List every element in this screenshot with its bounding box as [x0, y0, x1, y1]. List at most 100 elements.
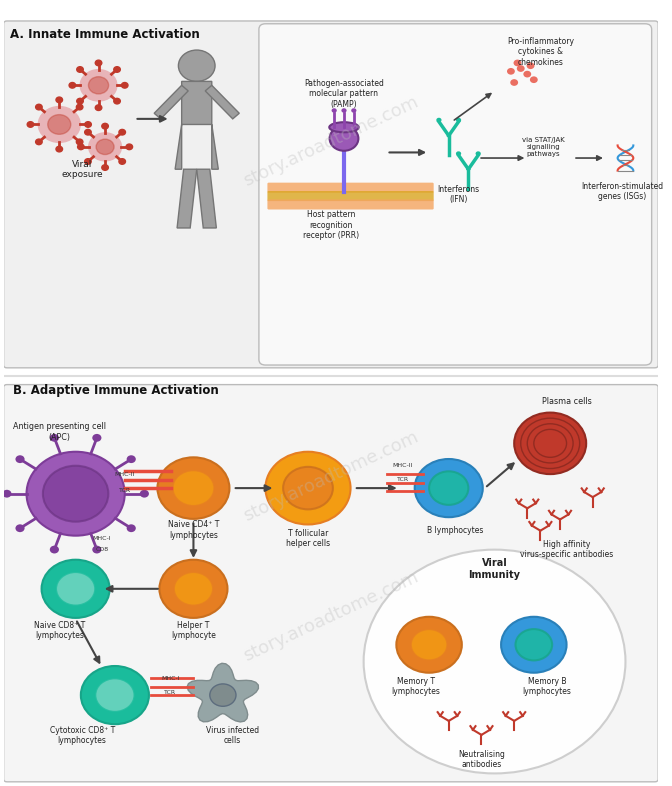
Circle shape [126, 524, 136, 532]
Text: Naive CD8⁺ T
lymphocytes: Naive CD8⁺ T lymphocytes [34, 621, 85, 641]
Circle shape [85, 122, 91, 127]
Circle shape [364, 549, 626, 773]
Circle shape [174, 572, 213, 605]
Circle shape [329, 126, 358, 151]
Circle shape [50, 434, 59, 442]
Ellipse shape [329, 123, 359, 132]
Circle shape [56, 146, 62, 152]
Circle shape [43, 466, 108, 522]
Text: Interferons
(IFN): Interferons (IFN) [437, 185, 480, 204]
Circle shape [77, 98, 83, 104]
Circle shape [514, 413, 586, 474]
Text: Host pattern
recognition
receptor (PRR): Host pattern recognition receptor (PRR) [303, 211, 359, 240]
Text: Naive CD4⁺ T
lymphocytes: Naive CD4⁺ T lymphocytes [168, 520, 219, 540]
Text: via STAT/JAK
signalling
pathways: via STAT/JAK signalling pathways [522, 137, 565, 157]
Text: Pro-inflammatory
cytokines &
chemokines: Pro-inflammatory cytokines & chemokines [507, 37, 574, 67]
Circle shape [411, 629, 448, 660]
Text: B. Adaptive Immune Activation: B. Adaptive Immune Activation [13, 384, 219, 397]
Circle shape [26, 452, 125, 535]
Text: Memory T
lymphocytes: Memory T lymphocytes [392, 677, 440, 696]
Polygon shape [197, 169, 216, 228]
Circle shape [36, 139, 42, 145]
Circle shape [476, 152, 480, 156]
Text: Viral
Immunity: Viral Immunity [468, 558, 521, 580]
Circle shape [265, 452, 351, 524]
Circle shape [331, 108, 337, 112]
PathPatch shape [187, 663, 259, 722]
Text: TCR: TCR [119, 488, 131, 494]
FancyBboxPatch shape [267, 182, 433, 193]
Circle shape [92, 545, 101, 553]
Text: MHC-I: MHC-I [93, 536, 111, 541]
Circle shape [77, 144, 84, 149]
Text: TCR: TCR [397, 477, 409, 483]
Text: Antigen presenting cell
(APC): Antigen presenting cell (APC) [13, 422, 106, 442]
Circle shape [56, 97, 62, 103]
Text: story.aroadtome.com: story.aroadtome.com [241, 428, 421, 526]
Circle shape [122, 83, 128, 88]
Circle shape [95, 61, 101, 66]
Circle shape [85, 159, 91, 164]
FancyBboxPatch shape [267, 191, 433, 201]
Circle shape [515, 629, 552, 660]
Circle shape [456, 118, 461, 123]
Text: CD8: CD8 [95, 547, 108, 552]
Circle shape [119, 130, 126, 135]
Circle shape [15, 455, 25, 463]
Circle shape [95, 105, 101, 111]
Circle shape [56, 572, 95, 605]
Circle shape [81, 666, 149, 724]
Circle shape [92, 434, 101, 442]
Circle shape [415, 459, 482, 517]
FancyBboxPatch shape [3, 384, 658, 782]
Text: MHC-II: MHC-II [114, 472, 135, 476]
Circle shape [77, 105, 83, 110]
Circle shape [48, 115, 71, 134]
Circle shape [89, 77, 109, 94]
Circle shape [126, 455, 136, 463]
Circle shape [85, 130, 91, 135]
FancyBboxPatch shape [3, 21, 658, 368]
Circle shape [513, 60, 521, 66]
Circle shape [507, 68, 515, 75]
Circle shape [517, 65, 525, 72]
Circle shape [501, 617, 566, 673]
Circle shape [159, 560, 228, 618]
Text: High affinity
virus-specific antibodies: High affinity virus-specific antibodies [520, 540, 613, 560]
Text: story.aroadtome.com: story.aroadtome.com [241, 93, 421, 189]
Circle shape [95, 678, 134, 712]
Text: Helper T
lymphocyte: Helper T lymphocyte [171, 621, 216, 641]
Polygon shape [154, 86, 188, 119]
Circle shape [96, 139, 114, 155]
Circle shape [42, 560, 110, 618]
Circle shape [80, 70, 117, 101]
Text: Virus infected
cells: Virus infected cells [206, 725, 259, 745]
Circle shape [36, 105, 42, 110]
Circle shape [77, 67, 83, 72]
Text: Cytotoxic CD8⁺ T
lymphocytes: Cytotoxic CD8⁺ T lymphocytes [50, 725, 115, 745]
Circle shape [351, 108, 356, 112]
Polygon shape [177, 169, 197, 228]
Circle shape [429, 472, 468, 505]
Circle shape [140, 490, 149, 498]
Circle shape [27, 122, 34, 127]
Text: Neutralising
antibodies: Neutralising antibodies [458, 750, 505, 769]
Text: A. Innate Immune Activation: A. Innate Immune Activation [10, 28, 200, 42]
Text: Plasma cells: Plasma cells [542, 397, 591, 406]
Circle shape [173, 470, 214, 506]
Text: TCR: TCR [165, 690, 177, 695]
Text: story.aroadtome.com: story.aroadtome.com [241, 568, 421, 665]
Circle shape [101, 123, 108, 129]
Circle shape [119, 159, 126, 164]
Circle shape [396, 617, 462, 673]
Circle shape [527, 62, 534, 69]
Circle shape [101, 165, 108, 171]
Circle shape [456, 152, 461, 156]
Text: B lymphocytes: B lymphocytes [427, 526, 483, 534]
Text: Interferon-stimulated
genes (ISGs): Interferon-stimulated genes (ISGs) [581, 182, 663, 201]
FancyBboxPatch shape [259, 24, 652, 365]
Circle shape [114, 98, 120, 104]
Circle shape [283, 467, 333, 509]
Circle shape [523, 71, 531, 78]
Circle shape [38, 107, 80, 142]
